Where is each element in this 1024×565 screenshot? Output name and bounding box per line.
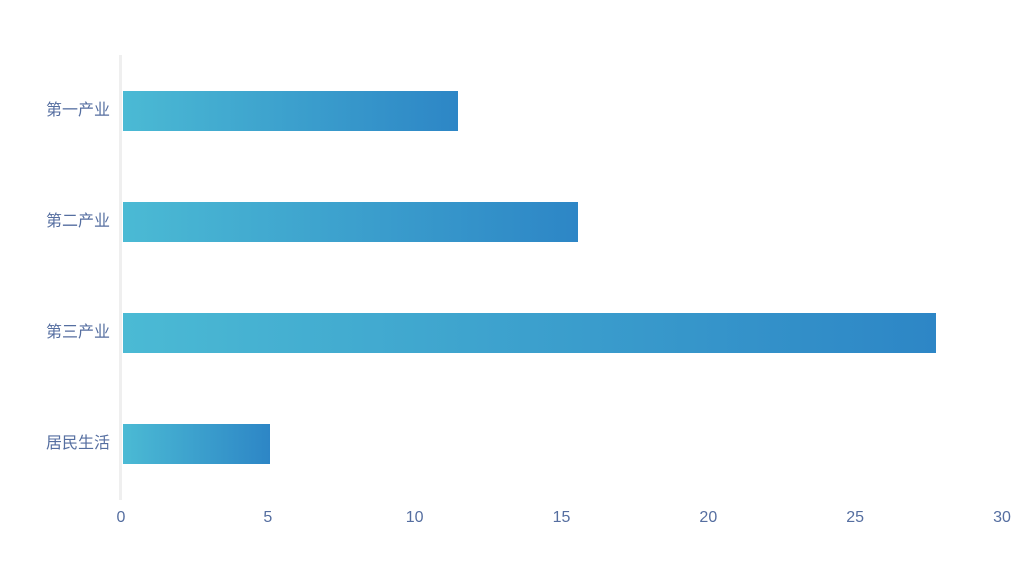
category-label-4: 居民生活 [45, 435, 110, 452]
category-label-2: 第二产业 [45, 213, 110, 230]
x-tick-label-15: 15 [552, 509, 571, 526]
category-label-3: 第三产业 [45, 324, 110, 341]
x-tick-label-20: 20 [699, 509, 718, 526]
bar-1[interactable] [123, 91, 458, 131]
x-tick-label-0: 0 [116, 509, 126, 526]
bar-2[interactable] [123, 202, 578, 242]
category-label-1: 第一产业 [45, 102, 110, 119]
bar-4[interactable] [123, 424, 270, 464]
x-tick-label-10: 10 [405, 509, 424, 526]
x-tick-label-25: 25 [846, 509, 865, 526]
bar-3[interactable] [123, 313, 936, 353]
x-tick-label-30: 30 [993, 509, 1011, 526]
x-tick-label-5: 5 [263, 509, 273, 526]
y-axis-line [119, 55, 122, 500]
